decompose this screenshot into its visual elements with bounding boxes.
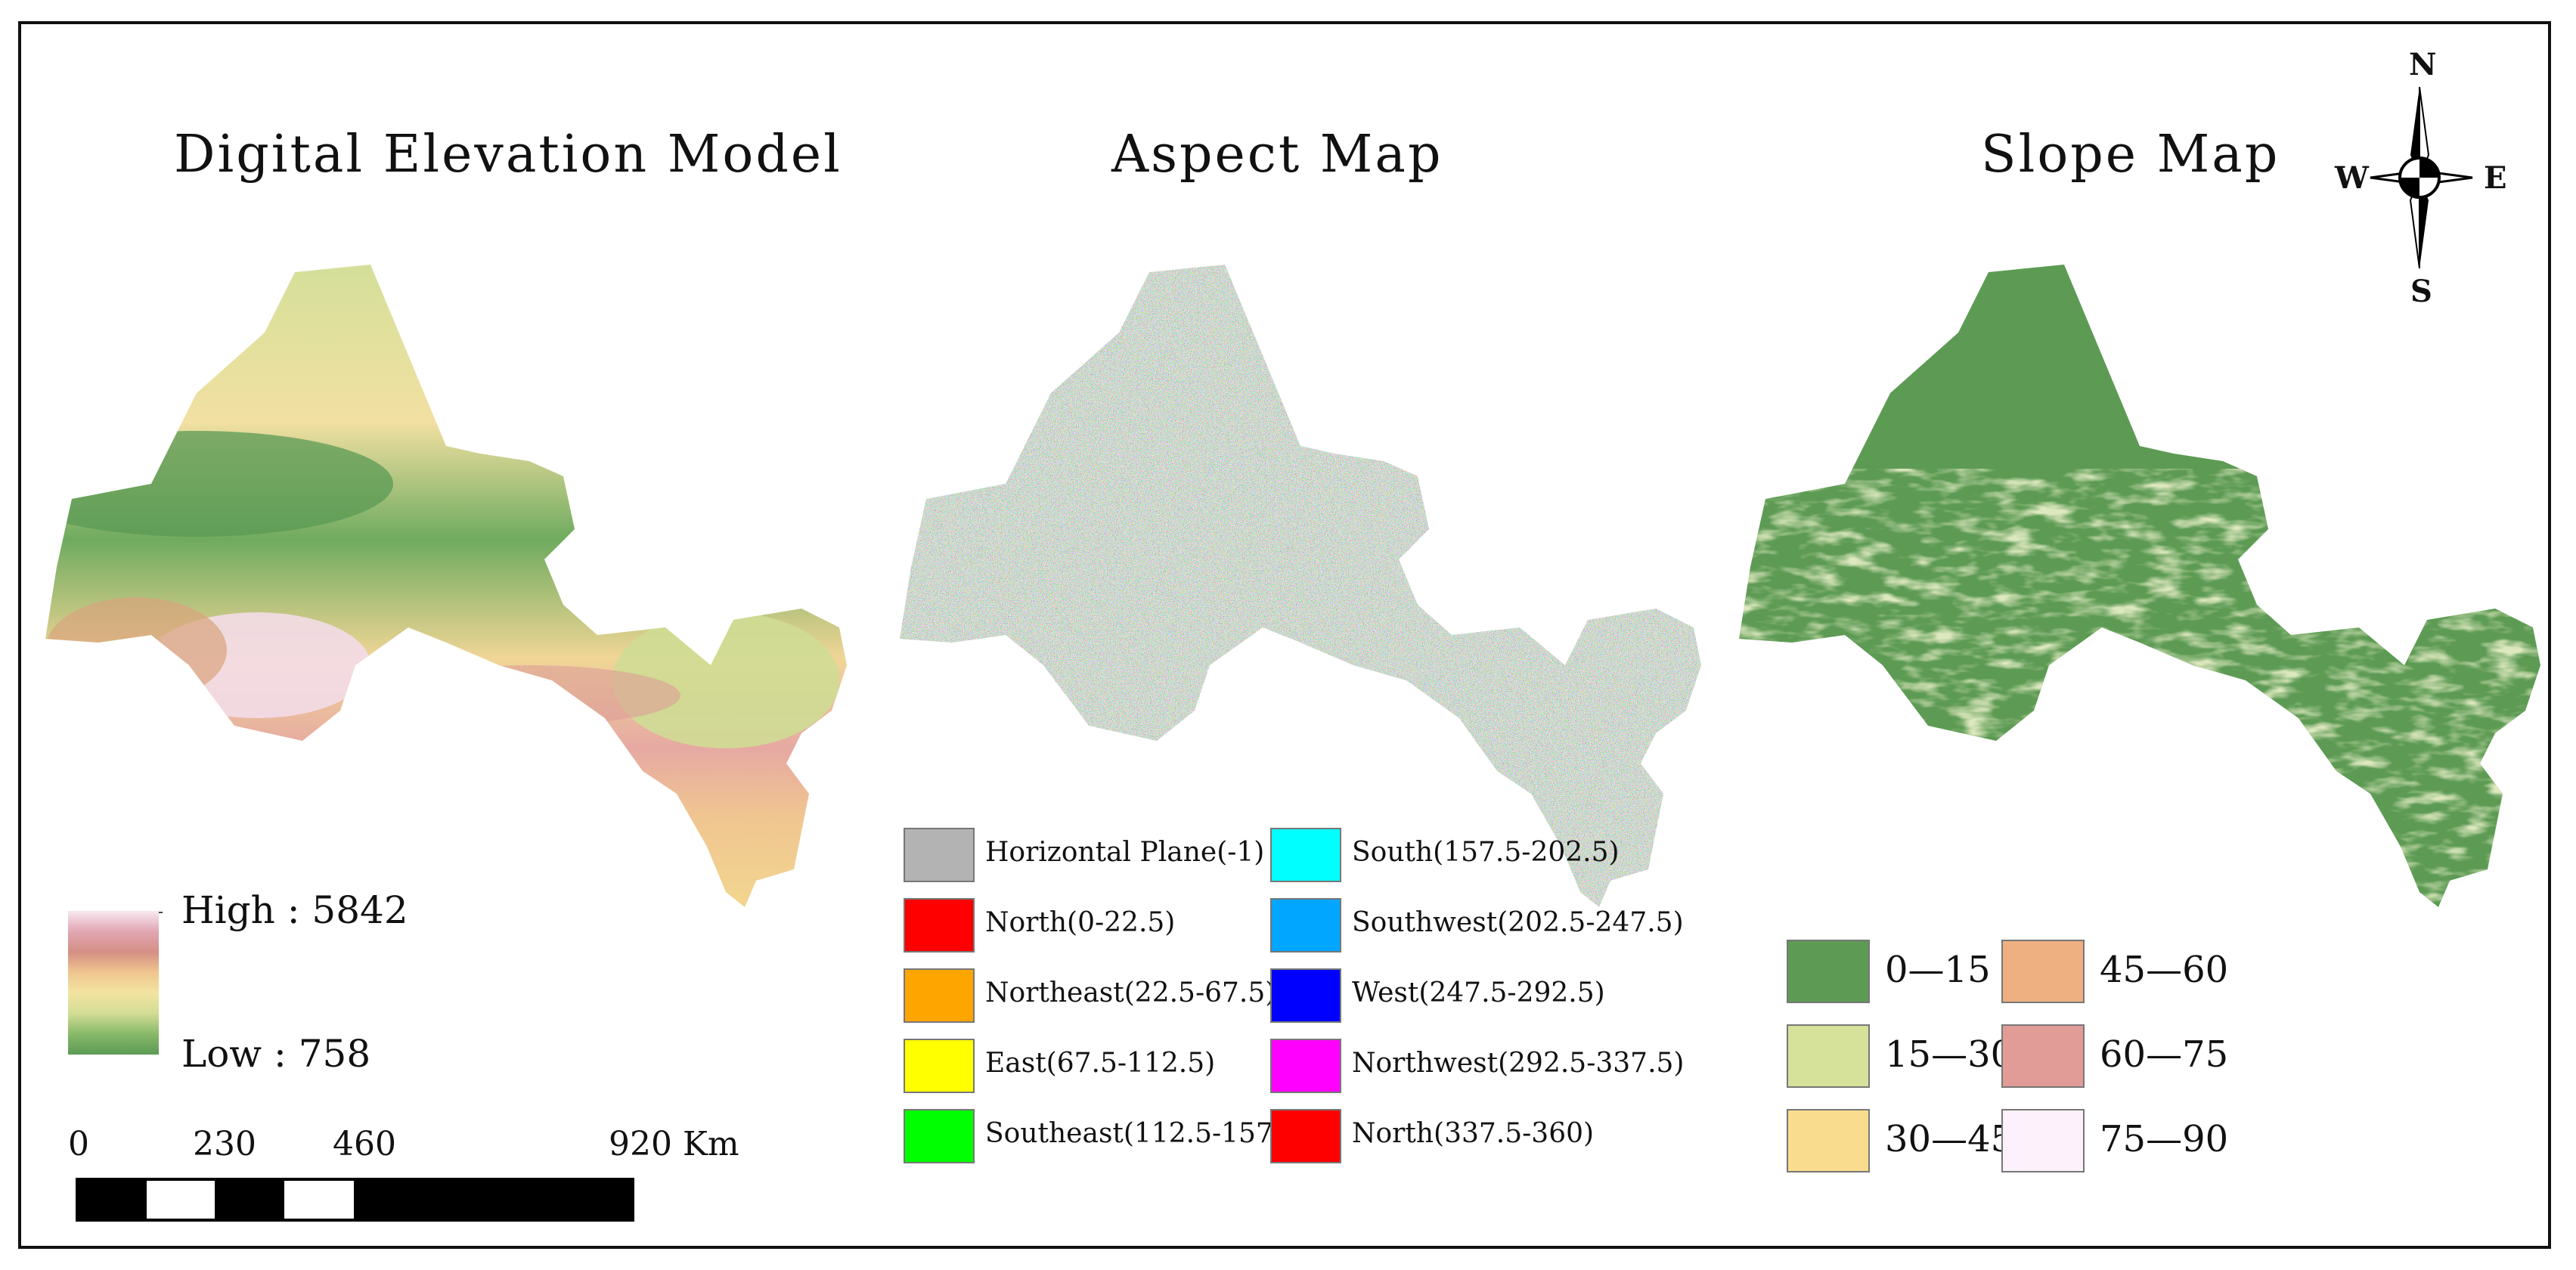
aspect-legend-label: Southwest(202.5-247.5) xyxy=(1352,907,1684,938)
slope-swatch xyxy=(1787,1109,1870,1172)
aspect-legend-label: East(67.5-112.5) xyxy=(985,1048,1216,1079)
aspect-map xyxy=(900,265,1701,907)
dem-map xyxy=(45,265,847,907)
aspect-legend-label: North(0-22.5) xyxy=(985,907,1176,938)
slope-swatch xyxy=(1787,1024,1870,1088)
scale-tick-230: 230 xyxy=(193,1125,256,1163)
compass-w: W xyxy=(2335,160,2369,196)
slope-legend-label: 30—45 xyxy=(1885,1118,2014,1160)
compass-n: N xyxy=(2409,47,2437,82)
aspect-legend-label: West(247.5-292.5) xyxy=(1352,977,1605,1008)
dem-color-ramp xyxy=(68,911,163,1055)
aspect-swatch xyxy=(1270,1039,1341,1093)
aspect-swatch xyxy=(1270,828,1341,882)
slope-legend-label: 15—30 xyxy=(1885,1033,2014,1076)
slope-legend-label: 60—75 xyxy=(2100,1033,2229,1076)
aspect-legend-label: Northwest(292.5-337.5) xyxy=(1352,1048,1685,1079)
aspect-legend-label: North(337.5-360) xyxy=(1352,1118,1595,1149)
aspect-swatch xyxy=(904,828,975,882)
aspect-swatch xyxy=(904,1109,975,1163)
slope-title: Slope Map xyxy=(1981,125,2280,184)
dem-high-label: High : 5842 xyxy=(181,888,408,932)
aspect-legend-label: Northeast(22.5-67.5) xyxy=(985,977,1276,1008)
slope-swatch xyxy=(2001,940,2085,1003)
aspect-swatch xyxy=(904,1039,975,1093)
scale-bar xyxy=(76,1178,634,1222)
aspect-legend-label: Horizontal Plane(-1) xyxy=(985,837,1265,868)
aspect-legend-label: Southeast(112.5-157.5) xyxy=(985,1118,1310,1149)
aspect-swatch xyxy=(904,968,975,1023)
scale-tick-0: 0 xyxy=(68,1125,89,1163)
aspect-swatch xyxy=(1270,898,1341,952)
slope-legend-label: 0—15 xyxy=(1885,949,1991,991)
compass-e: E xyxy=(2484,160,2507,196)
slope-swatch xyxy=(1787,940,1870,1003)
slope-legend-label: 75—90 xyxy=(2100,1118,2229,1160)
dem-low-label: Low : 758 xyxy=(181,1032,371,1076)
aspect-swatch xyxy=(904,898,975,952)
slope-swatch xyxy=(2001,1024,2085,1088)
north-arrow-icon xyxy=(2370,86,2473,269)
aspect-legend-label: South(157.5-202.5) xyxy=(1352,837,1620,868)
slope-legend-label: 45—60 xyxy=(2100,949,2229,991)
scale-tick-920-value: 920 xyxy=(609,1125,672,1163)
slope-swatch xyxy=(2001,1109,2085,1172)
scale-tick-460: 460 xyxy=(333,1125,396,1163)
aspect-title: Aspect Map xyxy=(1111,125,1443,184)
slope-map xyxy=(1739,265,2540,907)
scale-unit: Km xyxy=(682,1125,739,1163)
scale-tick-920: 920 Km xyxy=(609,1125,739,1163)
aspect-swatch xyxy=(1270,1109,1341,1163)
compass-s: S xyxy=(2410,274,2432,309)
aspect-swatch xyxy=(1270,968,1341,1023)
map-frame xyxy=(18,21,2551,1249)
